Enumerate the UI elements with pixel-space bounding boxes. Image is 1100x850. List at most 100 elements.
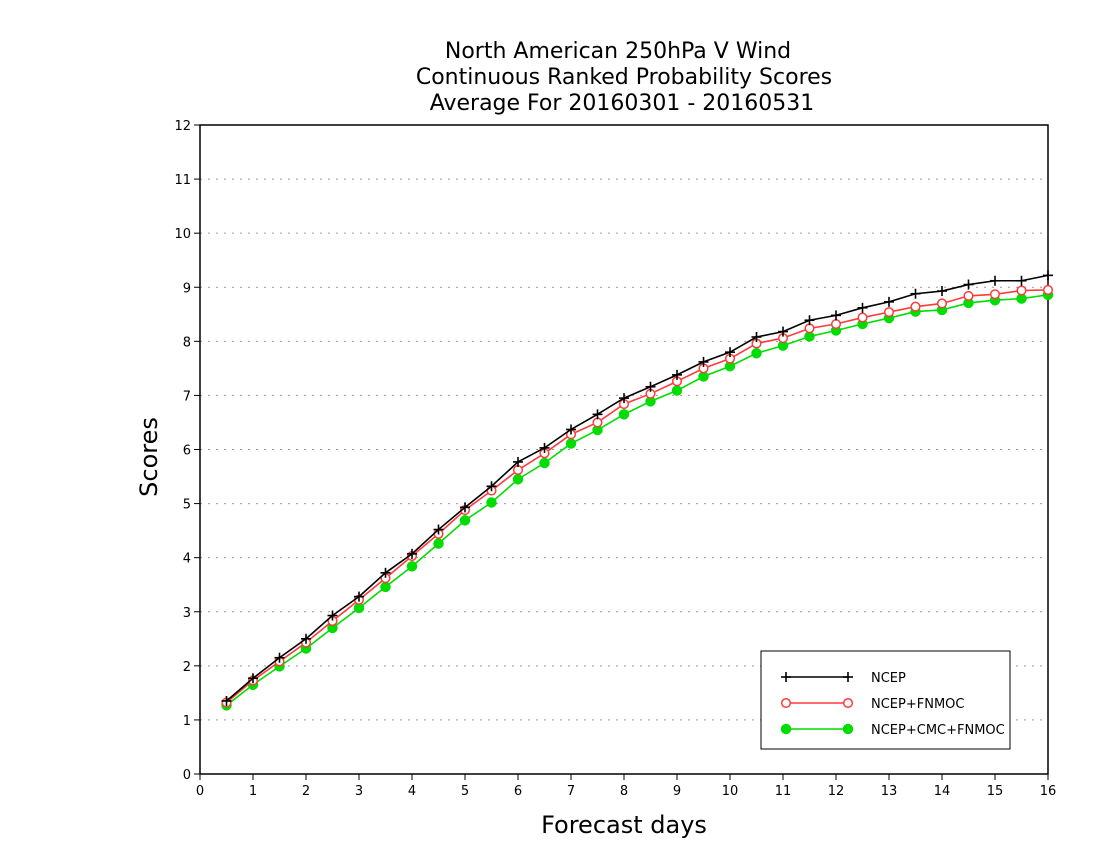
data-point: [618, 409, 630, 420]
title-line-2: Continuous Ranked Probability Scores: [416, 65, 832, 90]
legend-marker: [843, 672, 853, 682]
series-0: [221, 270, 1053, 706]
data-point: [989, 289, 1001, 300]
data-point: [566, 424, 576, 435]
y-tick-label: 5: [183, 498, 191, 513]
x-tick-label: 3: [355, 784, 363, 799]
legend-marker: [780, 697, 792, 709]
y-tick-label: 8: [183, 335, 191, 350]
data-point: [857, 302, 868, 313]
x-tick-label: 8: [620, 784, 628, 799]
x-tick-label: 1: [249, 784, 257, 799]
data-point: [751, 347, 762, 359]
y-tick-label: 3: [183, 606, 191, 621]
data-point: [1016, 285, 1027, 296]
data-point: [407, 548, 417, 559]
data-point: [512, 473, 524, 485]
data-point: [486, 481, 497, 492]
legend-marker: [842, 723, 854, 735]
series-group: [221, 270, 1054, 711]
data-point: [565, 438, 577, 449]
data-point: [539, 442, 550, 453]
data-point: [512, 465, 524, 476]
legend-box: [760, 650, 1011, 750]
chart-title: North American 250hPa V Wind Continuous …: [416, 39, 832, 116]
y-tick-label: 9: [183, 281, 191, 296]
legend-item-2: NCEP+CMC+FNMOC: [780, 723, 1005, 738]
data-point: [380, 581, 391, 593]
x-tick-label: 14: [934, 784, 951, 799]
data-point: [433, 538, 444, 549]
x-axis: 0 1 2 3 4 5 6 7 8 9 10 11 12 13 14 15 16: [196, 774, 1056, 799]
data-point: [486, 497, 497, 508]
data-point: [459, 515, 471, 526]
series-1: [221, 284, 1054, 708]
legend-marker: [842, 697, 854, 709]
legend-item-1: NCEP+FNMOC: [780, 697, 964, 712]
data-point: [725, 347, 735, 358]
x-tick-label: 2: [302, 784, 310, 799]
data-point: [831, 310, 841, 321]
x-tick-label: 7: [567, 784, 575, 799]
data-point: [354, 591, 364, 602]
data-point: [672, 369, 682, 380]
series-2: [221, 289, 1054, 711]
x-tick-label: 11: [775, 784, 792, 799]
data-point: [804, 315, 815, 326]
data-point: [513, 456, 523, 467]
data-point: [963, 290, 974, 301]
y-tick-label: 2: [183, 660, 191, 675]
x-tick-label: 16: [1040, 784, 1057, 799]
data-point: [619, 393, 629, 404]
data-point: [380, 567, 391, 578]
y-tick-label: 0: [183, 768, 191, 783]
data-point: [1043, 270, 1053, 281]
data-point: [592, 409, 603, 420]
data-point: [883, 307, 895, 318]
x-tick-label: 5: [461, 784, 469, 799]
x-tick-label: 6: [514, 784, 522, 799]
gridlines: [200, 178, 1048, 721]
data-point: [884, 296, 894, 307]
x-tick-label: 13: [881, 784, 898, 799]
y-tick-label: 12: [174, 119, 191, 134]
data-point: [645, 381, 656, 392]
title-line-3: Average For 20160301 - 20160531: [430, 91, 815, 116]
x-tick-label: 12: [828, 784, 845, 799]
y-tick-label: 7: [183, 389, 191, 404]
data-point: [274, 652, 285, 663]
legend-marker: [781, 672, 791, 682]
x-tick-label: 4: [408, 784, 416, 799]
y-tick-label: 1: [183, 714, 191, 729]
legend-label: NCEP+CMC+FNMOC: [871, 723, 1005, 738]
y-tick-label: 6: [183, 444, 191, 459]
data-point: [698, 356, 709, 367]
data-point: [460, 502, 470, 513]
data-point: [301, 633, 311, 644]
series-line: [225, 289, 1049, 704]
data-point: [804, 323, 815, 334]
data-point: [857, 312, 868, 323]
legend-marker: [780, 723, 792, 735]
data-point: [539, 457, 550, 469]
data-point: [910, 301, 921, 312]
data-point: [963, 279, 974, 290]
legend-label: NCEP+FNMOC: [871, 697, 964, 712]
legend-label: NCEP: [871, 671, 906, 686]
y-axis-title: Scores: [135, 417, 163, 497]
y-tick-label: 4: [183, 552, 191, 567]
data-point: [937, 286, 947, 297]
data-point: [221, 695, 232, 706]
legend: NCEP NCEP+FNMOC NCEP+CMC+FNMOC: [760, 650, 1011, 750]
data-point: [433, 524, 444, 535]
data-point: [1016, 275, 1027, 286]
x-tick-label: 9: [673, 784, 681, 799]
data-point: [248, 673, 258, 684]
x-axis-title: Forecast days: [541, 811, 707, 839]
series-line: [226, 294, 1049, 706]
x-tick-label: 0: [196, 784, 204, 799]
y-tick-label: 11: [174, 173, 191, 188]
data-point: [778, 326, 788, 337]
data-point: [751, 332, 762, 343]
